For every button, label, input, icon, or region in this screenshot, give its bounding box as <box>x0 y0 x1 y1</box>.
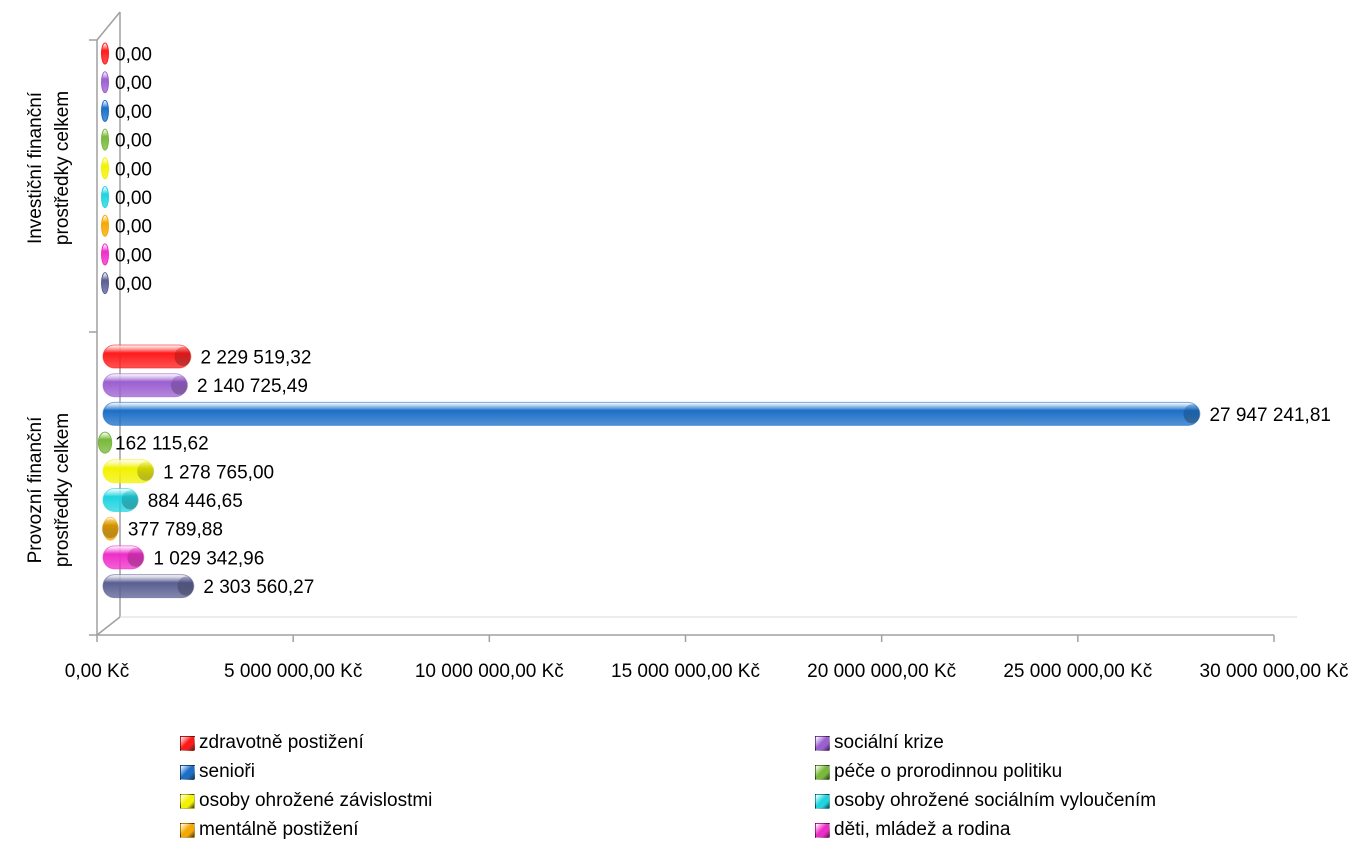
x-axis: 0,00 Kč 5 000 000,00 Kč 10 000 000,00 Kč 15… <box>65 635 1349 682</box>
legend-label: zdravotně postižení <box>199 732 364 753</box>
data-label: 2 303 560,27 <box>203 577 314 598</box>
x-tick-label: 30 000 000,00 Kč <box>1200 661 1349 682</box>
data-label: 0,00 <box>115 45 152 66</box>
bar <box>102 459 155 484</box>
bar <box>101 243 109 266</box>
x-tick-label: 5 000 000,00 Kč <box>224 661 362 682</box>
legend-label: děti, mládež a rodina <box>834 819 1011 840</box>
bar <box>102 574 195 599</box>
bar <box>102 545 145 570</box>
x-tick-label: 25 000 000,00 Kč <box>1003 661 1152 682</box>
category-label-line: prostředky celkem <box>52 413 73 567</box>
data-label: 0,00 <box>115 102 152 123</box>
bar <box>101 516 119 541</box>
legend-item: senioři <box>180 761 255 783</box>
data-label: 0,00 <box>115 217 152 238</box>
bar <box>101 157 109 180</box>
legend-label: péče o prorodinnou politiku <box>834 761 1063 782</box>
bar <box>101 128 109 151</box>
plot-frame <box>96 11 1297 636</box>
category-label-line: prostředky celkem <box>52 91 73 245</box>
legend-item: osoby ohrožené sociálním vyloučením <box>815 790 1156 812</box>
bar <box>97 431 113 454</box>
legend-swatch <box>180 735 195 751</box>
category-label-line: Investiční finanční <box>25 91 46 244</box>
legend-item: osoby ohrožené závislostmi <box>180 790 432 812</box>
legend-swatch <box>180 793 195 809</box>
legend-swatch <box>180 764 195 780</box>
x-tick-label: 10 000 000,00 Kč <box>415 661 564 682</box>
bar-chart: 0,00 0,00 0,00 0,00 0,00 0,00 0,00 0,00 0,00 2 22… <box>25 11 1349 682</box>
bar <box>102 373 188 398</box>
bar <box>102 401 1201 426</box>
category-label-line: Provozní finanční <box>25 416 46 564</box>
bar <box>101 71 109 94</box>
legend: zdravotně postižení sociální krize senioři… <box>0 730 1370 861</box>
data-label: 0,00 <box>115 274 152 295</box>
category-label: Investiční finanční prostředky celkem <box>25 91 73 245</box>
legend-item: zdravotně postižení <box>180 732 364 754</box>
data-label: 1 029 342,96 <box>153 548 264 569</box>
legend-label: osoby ohrožené závislostmi <box>199 790 433 811</box>
data-labels-group: 0,00 0,00 0,00 0,00 0,00 0,00 0,00 0,00 0,00 2 22… <box>115 45 1331 599</box>
legend-label: sociální krize <box>834 732 944 753</box>
legend-swatch <box>815 822 830 838</box>
y-axis: Investiční finanční prostředky celkemProv… <box>25 39 97 636</box>
data-label: 0,00 <box>115 245 152 266</box>
data-label: 377 789,88 <box>128 520 223 541</box>
data-label: 2 140 725,49 <box>197 376 308 397</box>
legend-swatch <box>815 764 830 780</box>
data-label: 27 947 241,81 <box>1209 405 1331 426</box>
category-label: Provozní finanční prostředky celkem <box>25 413 73 567</box>
data-label: 1 278 765,00 <box>163 462 274 483</box>
legend-label: mentálně postižení <box>199 819 359 840</box>
bar <box>102 344 192 369</box>
bar <box>101 99 109 122</box>
data-label: 162 115,62 <box>115 434 209 455</box>
data-label: 0,00 <box>115 159 152 180</box>
data-label: 0,00 <box>115 131 152 152</box>
bars-group <box>97 42 1201 599</box>
legend-label: senioři <box>199 761 255 782</box>
legend-item: péče o prorodinnou politiku <box>815 761 1062 783</box>
data-label: 0,00 <box>115 73 152 94</box>
data-label: 884 446,65 <box>148 491 243 512</box>
bar <box>101 272 109 295</box>
x-tick-label: 0,00 Kč <box>65 661 129 682</box>
legend-item: děti, mládež a rodina <box>815 819 1010 841</box>
bar <box>101 42 109 65</box>
bar <box>102 488 139 512</box>
data-label: 0,00 <box>115 188 152 209</box>
x-tick-label: 15 000 000,00 Kč <box>611 661 760 682</box>
legend-item: mentálně postižení <box>180 819 359 841</box>
bar <box>101 214 109 237</box>
data-label: 2 229 519,32 <box>200 348 311 369</box>
legend-swatch <box>180 822 195 838</box>
legend-swatch <box>815 793 830 809</box>
legend-label: osoby ohrožené sociálním vyloučením <box>834 790 1157 811</box>
legend-item: sociální krize <box>815 732 944 754</box>
x-tick-label: 20 000 000,00 Kč <box>807 661 956 682</box>
legend-swatch <box>815 735 830 751</box>
bar <box>101 186 109 208</box>
